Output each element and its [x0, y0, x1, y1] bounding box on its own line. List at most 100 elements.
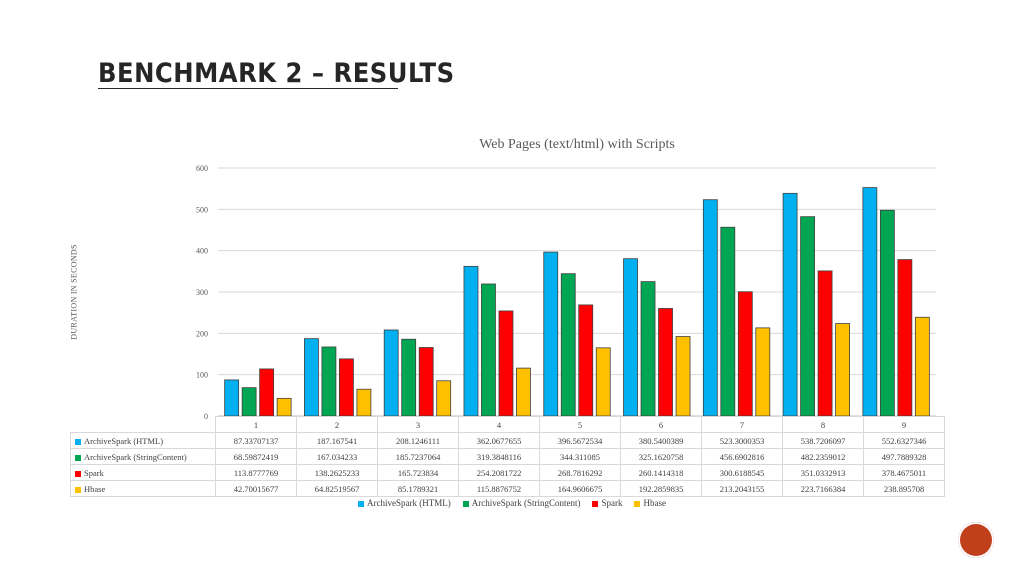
data-label: 42.70015677: [215, 480, 297, 497]
series-name: Hbase: [84, 483, 106, 494]
legend-key: [75, 486, 81, 493]
bar: [259, 368, 275, 417]
legend-key: [634, 500, 641, 507]
data-label: 538.7206097: [782, 432, 864, 449]
bar: [897, 259, 913, 417]
series-name: Spark: [84, 467, 104, 478]
bar: [720, 226, 736, 417]
legend-item: ArchiveSpark (StringContent): [462, 498, 580, 508]
data-label: 113.8777769: [215, 464, 297, 481]
bar: [224, 379, 240, 417]
bar: [516, 367, 531, 417]
bar: [383, 329, 399, 417]
legend-item: Spark: [592, 498, 622, 508]
series-name-cell: Hbase: [70, 480, 216, 497]
y-tick-label: 600: [196, 164, 208, 173]
y-tick-label: 200: [196, 329, 208, 338]
legend-key: [75, 438, 81, 445]
bar: [321, 346, 337, 417]
data-label: 167.034233: [296, 448, 378, 465]
bar: [640, 281, 656, 417]
slide-title: BENCHMARK 2 – RESULTS: [98, 58, 455, 89]
data-label: 552.6327346: [863, 432, 945, 449]
x-tick-label: 7: [701, 416, 783, 433]
table-row: Hbase 42.70015677 64.82519567 85.1789321 115…: [70, 480, 945, 497]
data-label: 238.895708: [863, 480, 945, 497]
data-label: 380.5400389: [620, 432, 702, 449]
bar: [498, 310, 514, 417]
series-name-cell: ArchiveSpark (HTML): [70, 432, 216, 449]
legend-label: Hbase: [643, 498, 666, 508]
bar: [241, 387, 257, 417]
bar: [800, 216, 815, 417]
legend-label: ArchiveSpark (HTML): [367, 498, 451, 508]
data-label: 300.6188545: [701, 464, 783, 481]
table-corner: [70, 416, 216, 433]
chart-title: Web Pages (text/html) with Scripts: [479, 137, 675, 152]
x-tick-label: 2: [296, 416, 378, 433]
data-label: 208.1246111: [377, 432, 459, 449]
data-label: 456.6902816: [701, 448, 783, 465]
legend-item: ArchiveSpark (HTML): [358, 498, 451, 508]
bar: [401, 338, 417, 417]
data-label: 64.82519567: [296, 480, 378, 497]
data-label: 319.3848116: [458, 448, 540, 465]
bar: [623, 258, 638, 417]
data-label: 223.7166384: [782, 480, 864, 497]
bar: [543, 251, 559, 417]
data-table: 1 2 3 4 5 6 7 8 9 ArchiveSpark (HTML) 87.33707137 1…: [70, 416, 945, 497]
bar: [481, 283, 496, 417]
data-label: 325.1620758: [620, 448, 702, 465]
legend-item: Hbase: [634, 498, 666, 508]
data-label: 165.723834: [377, 464, 459, 481]
data-label: 362.0677655: [458, 432, 540, 449]
data-label: 138.2625233: [296, 464, 378, 481]
data-label: 482.2359012: [782, 448, 864, 465]
x-tick-label: 1: [215, 416, 297, 433]
data-label: 378.4675011: [863, 464, 945, 481]
data-label: 87.33707137: [215, 432, 297, 449]
table-row: ArchiveSpark (HTML) 87.33707137 187.167541…: [70, 432, 945, 449]
bar: [560, 273, 576, 417]
bar: [817, 270, 833, 417]
x-tick-label: 8: [782, 416, 864, 433]
y-tick-label: 300: [196, 288, 208, 297]
bar: [675, 336, 691, 417]
legend-key: [75, 454, 81, 461]
data-label: 344.311085: [539, 448, 621, 465]
bar: [914, 316, 930, 417]
data-label: 260.1414318: [620, 464, 702, 481]
y-tick-label: 400: [196, 247, 208, 256]
page-number-badge: [958, 522, 994, 558]
data-label: 268.7816292: [539, 464, 621, 481]
y-tick-label: 500: [196, 205, 208, 214]
x-tick-label: 6: [620, 416, 702, 433]
bar: [755, 327, 771, 417]
bar: [782, 192, 798, 417]
bar: [595, 347, 611, 417]
series-name: ArchiveSpark (StringContent): [84, 451, 187, 462]
legend-label: Spark: [601, 498, 623, 508]
chart-legend: ArchiveSpark (HTML) ArchiveSpark (StringC…: [0, 498, 1024, 508]
data-label: 396.5672534: [539, 432, 621, 449]
legend-key: [592, 500, 599, 507]
x-tick-label: 3: [377, 416, 459, 433]
bar: [702, 199, 718, 417]
y-tick-label: 100: [196, 371, 208, 380]
bar: [463, 265, 479, 417]
data-label: 254.2081722: [458, 464, 540, 481]
data-label: 164.9606675: [539, 480, 621, 497]
bar: [862, 187, 878, 417]
data-label: 192.2859835: [620, 480, 702, 497]
bar: [578, 304, 594, 417]
data-label: 115.8876752: [458, 480, 540, 497]
title-underline: [98, 88, 398, 89]
legend-key: [462, 500, 469, 507]
series-name: ArchiveSpark (HTML): [84, 435, 164, 446]
bar: [879, 209, 895, 417]
bar: [835, 323, 850, 417]
data-label: 497.7889328: [863, 448, 945, 465]
legend-key: [358, 500, 365, 507]
bar: [436, 380, 452, 417]
data-label: 351.0332913: [782, 464, 864, 481]
